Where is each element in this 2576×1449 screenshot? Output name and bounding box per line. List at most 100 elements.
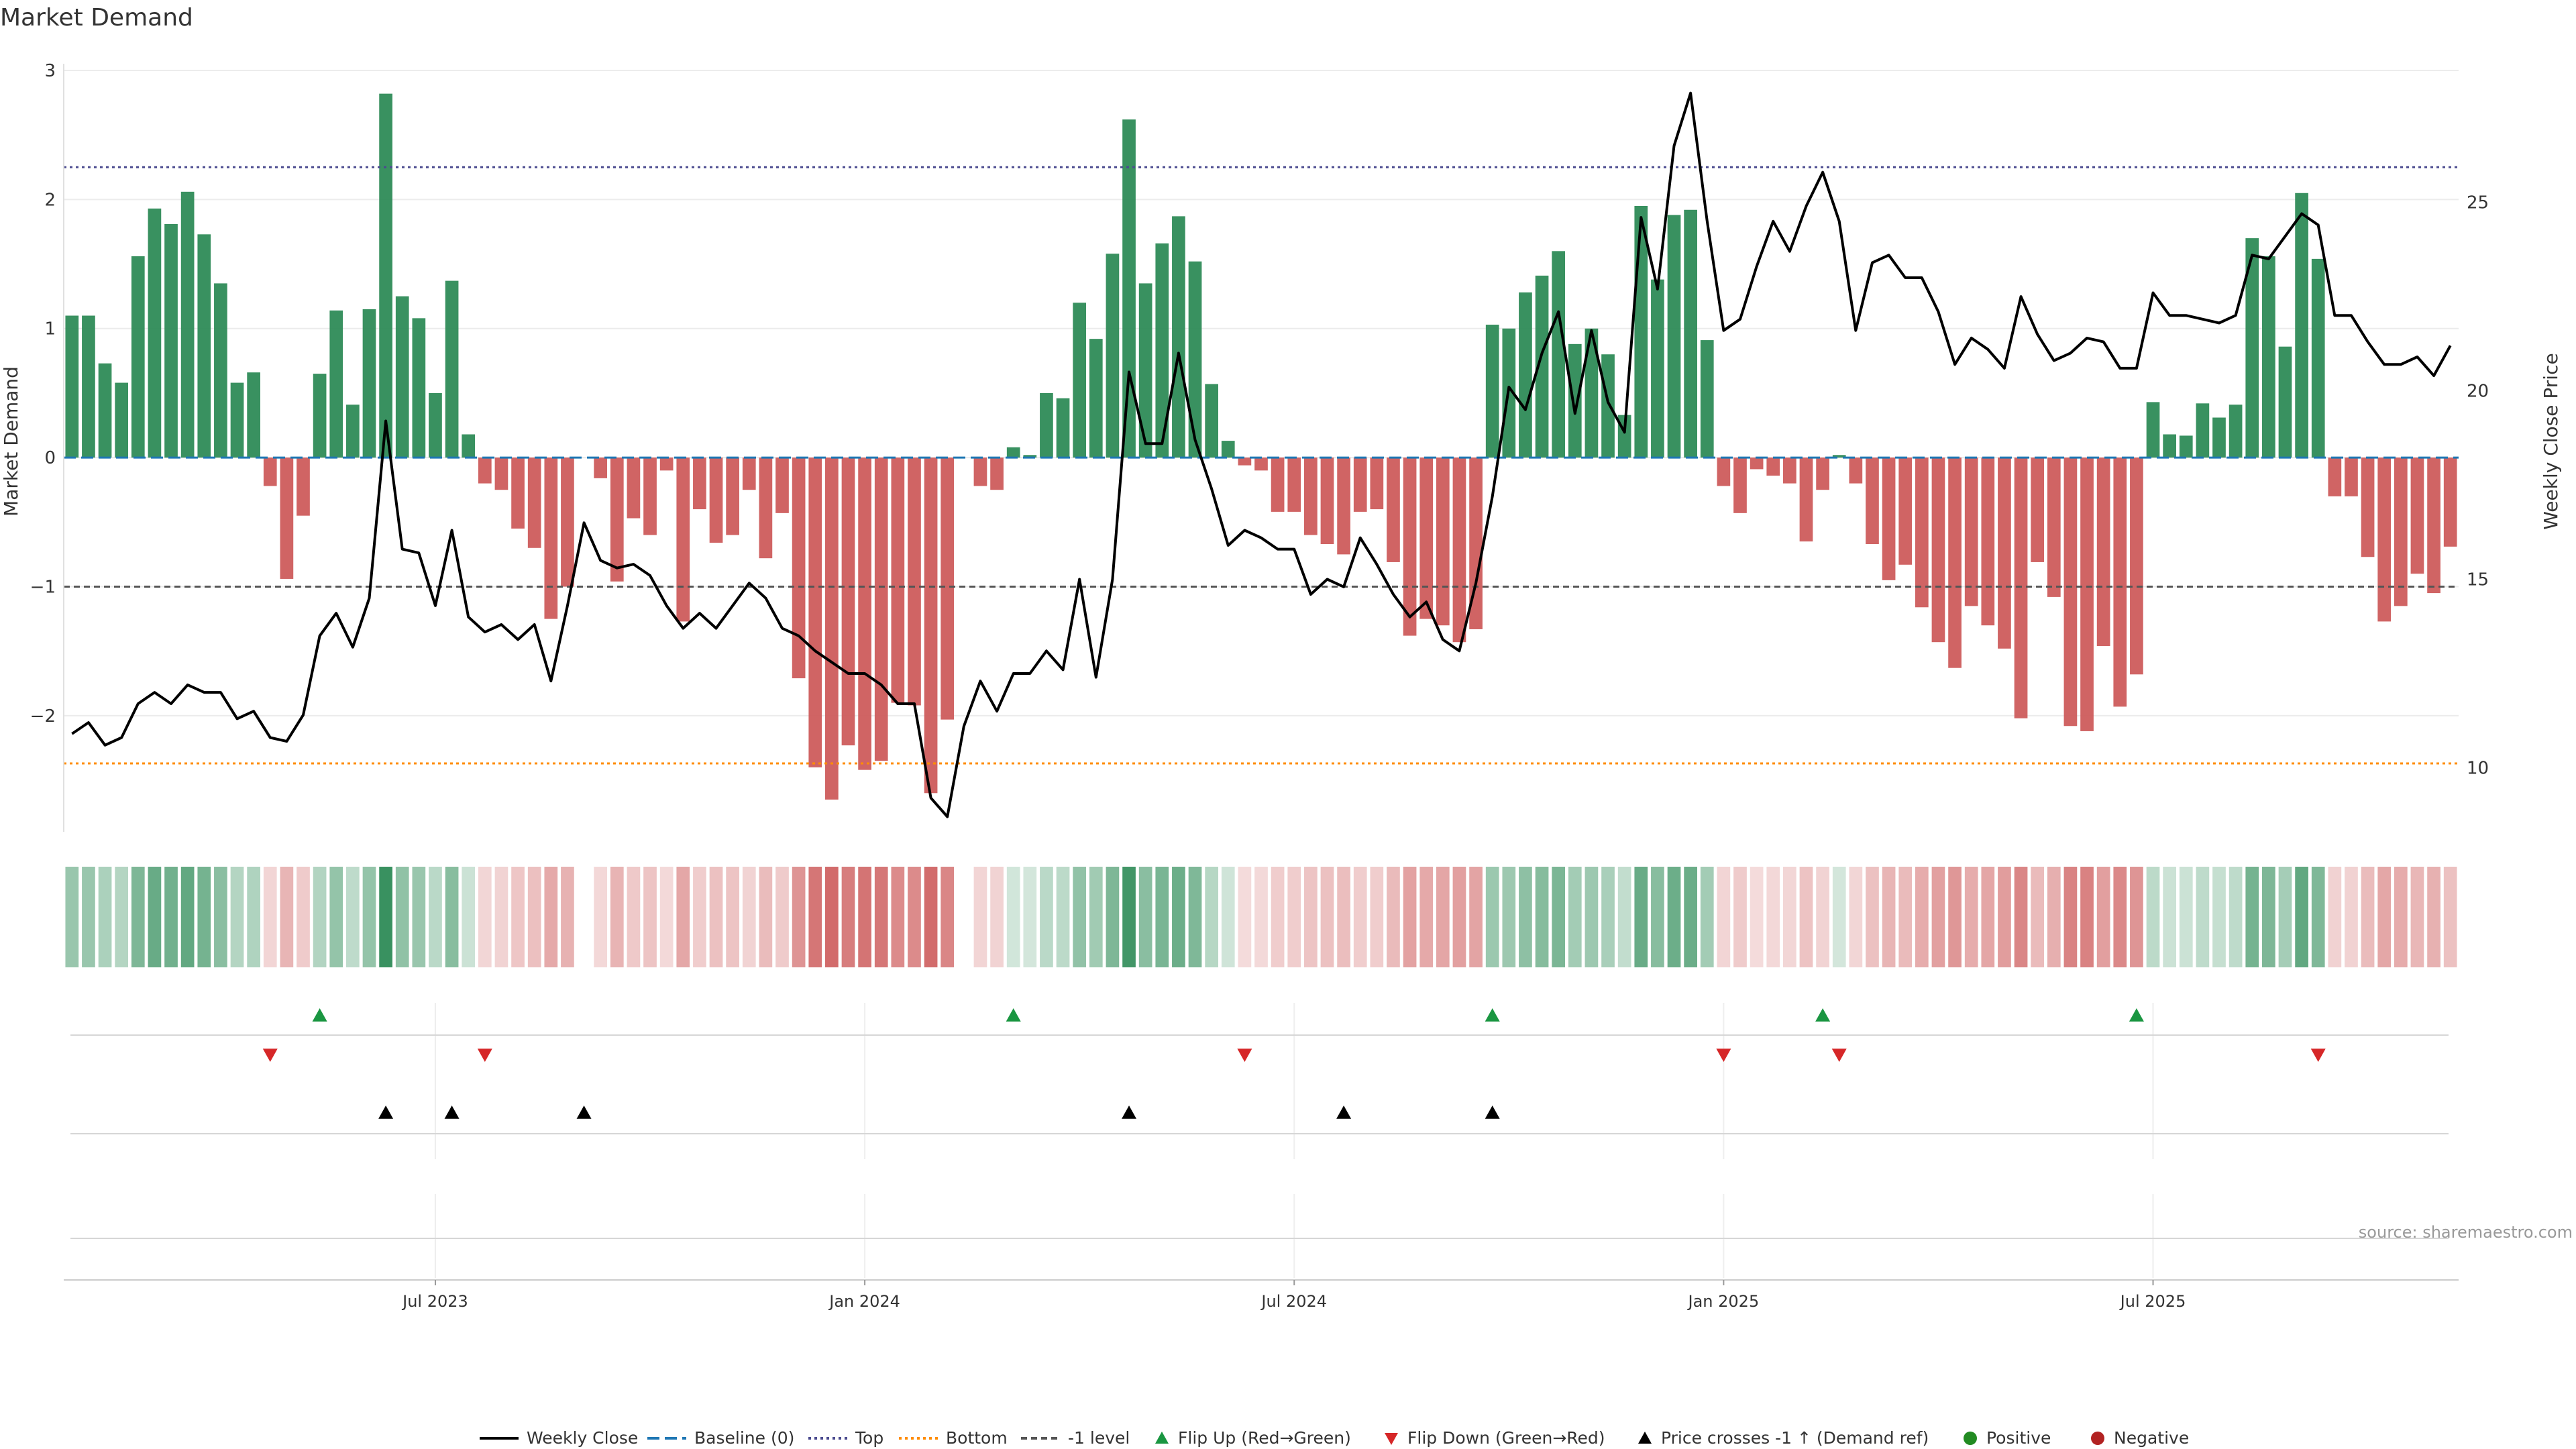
demand-bar — [131, 256, 145, 458]
heat-cell — [1056, 867, 1070, 967]
heat-cell — [1073, 867, 1087, 967]
heat-cell — [2063, 867, 2078, 967]
demand-bar — [908, 458, 921, 706]
heat-cell — [1552, 867, 1566, 967]
heat-cell — [610, 867, 624, 967]
demand-bar — [362, 309, 376, 458]
demand-bar — [1089, 339, 1103, 458]
heat-cell — [2245, 867, 2259, 967]
heat-cell — [1172, 867, 1185, 967]
heat-cell — [2262, 867, 2275, 967]
heat-cell — [1766, 867, 1780, 967]
heat-cell — [1981, 867, 1995, 967]
y2-tick-label: 15 — [2467, 570, 2489, 590]
demand-bar — [2113, 458, 2127, 707]
x-tick-label: Jul 2024 — [1260, 1292, 1327, 1311]
demand-bar — [1634, 205, 1648, 458]
demand-bar — [742, 458, 756, 490]
demand-bar — [1898, 458, 1913, 565]
heat-cell — [1535, 867, 1549, 967]
heat-cell — [1370, 867, 1384, 967]
heat-cell — [676, 867, 690, 967]
demand-bar — [1436, 458, 1450, 626]
x-tick-label: Jul 2023 — [401, 1292, 468, 1311]
heat-cell — [1106, 867, 1120, 967]
heat-cell — [395, 867, 409, 967]
legend-swatch — [2091, 1432, 2104, 1445]
demand-bar — [230, 382, 244, 458]
heat-cell — [1502, 867, 1516, 967]
chart-title: Market Demand — [0, 4, 193, 32]
heat-cell — [1783, 867, 1796, 967]
heat-cell — [594, 867, 608, 967]
demand-bar — [2080, 458, 2094, 731]
heat-cell — [908, 867, 921, 967]
demand-bar — [164, 223, 178, 458]
price-cross-marker — [1485, 1106, 1500, 1119]
demand-bars — [65, 93, 2457, 800]
y-tick-label: 0 — [44, 448, 56, 468]
heat-cell — [1964, 867, 1978, 967]
demand-bar — [197, 234, 211, 458]
weekly-close-line — [71, 91, 2452, 818]
demand-bar — [1337, 458, 1350, 555]
legend: Weekly Close Baseline (0) Top Bottom -1 leve… — [480, 1428, 2189, 1448]
demand-bar — [1485, 324, 1499, 458]
demand-bar — [1750, 458, 1764, 470]
demand-bar — [1254, 458, 1268, 471]
heat-cell — [2212, 867, 2226, 967]
demand-bar — [1684, 209, 1697, 458]
heat-cell — [197, 867, 211, 967]
demand-bar — [693, 458, 706, 510]
demand-bar — [874, 458, 888, 761]
demand-bar — [1700, 340, 1714, 458]
heat-cell — [1931, 867, 1945, 967]
heat-cell — [2377, 867, 2392, 967]
heat-cell — [1155, 867, 1169, 967]
heat-cell — [2163, 867, 2176, 967]
demand-bar — [1733, 458, 1747, 513]
heat-cell — [2047, 867, 2061, 967]
flip-up-marker — [1006, 1008, 1021, 1022]
heat-cell — [1221, 867, 1235, 967]
demand-bar — [1172, 216, 1185, 458]
demand-bar — [1122, 119, 1136, 458]
heat-cell — [1799, 867, 1813, 967]
heat-cell — [2229, 867, 2243, 967]
legend-label: -1 level — [1068, 1428, 1130, 1448]
heat-cell — [1320, 867, 1334, 967]
demand-bar — [2047, 458, 2061, 597]
legend-label: Bottom — [946, 1428, 1008, 1448]
y-tick-label: −2 — [30, 706, 56, 727]
heat-cell — [2295, 867, 2308, 967]
heat-cell — [1287, 867, 1301, 967]
heat-cell — [247, 867, 260, 967]
demand-bar — [2245, 238, 2259, 458]
y-tick-label: 3 — [44, 61, 56, 81]
heat-cell — [1519, 867, 1532, 967]
heat-cell — [1205, 867, 1218, 967]
heat-cell — [511, 867, 525, 967]
heat-cell — [1617, 867, 1631, 967]
demand-bar — [98, 363, 112, 458]
heat-cell — [313, 867, 327, 967]
flip-down-marker — [1237, 1049, 1252, 1062]
demand-bar — [825, 458, 839, 800]
demand-bar — [1717, 458, 1731, 486]
demand-bar — [1205, 384, 1218, 458]
heat-cell — [792, 867, 806, 967]
signal-markers — [70, 1008, 2449, 1239]
demand-bar — [297, 458, 310, 516]
demand-bar — [2146, 402, 2160, 458]
heat-cell — [65, 867, 79, 967]
y-tick-label: 2 — [44, 190, 56, 210]
legend-swatch — [1638, 1432, 1652, 1444]
demand-bar — [2295, 193, 2308, 458]
heat-cell — [561, 867, 574, 967]
heat-cell — [1816, 867, 1829, 967]
demand-bar — [1271, 458, 1285, 512]
heat-cell — [693, 867, 706, 967]
heat-cell — [1452, 867, 1466, 967]
demand-bar — [115, 382, 129, 458]
